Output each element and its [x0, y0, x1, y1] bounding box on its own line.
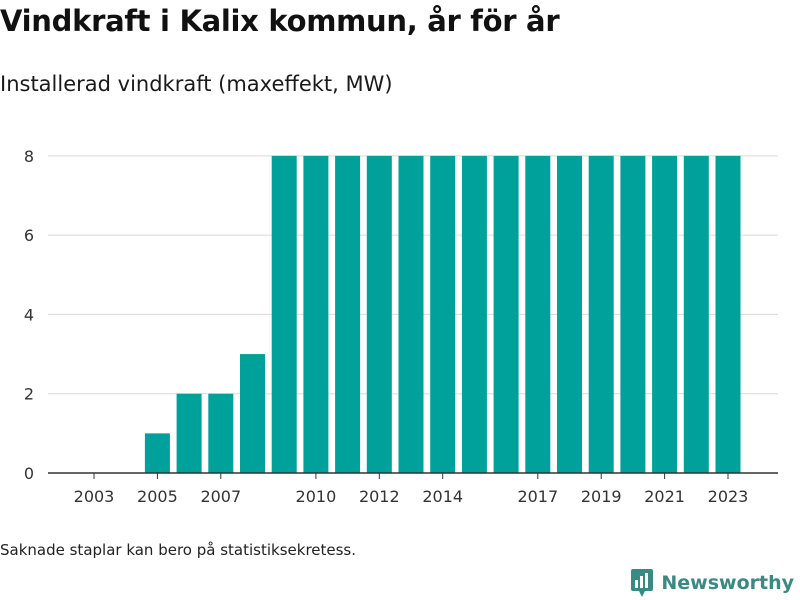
bars: [144, 155, 741, 473]
bar-2008: [240, 354, 265, 473]
bar-2012: [366, 155, 392, 473]
footnote: Saknade staplar kan bero på statistiksek…: [0, 541, 357, 559]
bar-2016: [493, 155, 519, 473]
x-tick-label: 2005: [137, 487, 178, 506]
brand-name: Newsworthy: [661, 572, 794, 594]
x-tick-label: 2021: [644, 487, 685, 506]
x-tick-label: 2023: [708, 487, 749, 506]
x-tick-label: 2010: [296, 487, 337, 506]
x-tick-label: 2003: [74, 487, 115, 506]
chart-subtitle: Installerad vindkraft (maxeffekt, MW): [0, 72, 393, 96]
bar-2022: [683, 155, 709, 473]
bar-2007: [208, 393, 234, 473]
bar-2023: [715, 155, 741, 473]
bar-2009: [271, 155, 297, 473]
brand-logo: Newsworthy: [629, 568, 794, 598]
bar-2011: [335, 155, 361, 473]
y-tick-label: 6: [24, 226, 34, 245]
bar-2018: [557, 155, 582, 473]
x-tick-label: 2014: [422, 487, 463, 506]
x-tick-label: 2017: [517, 487, 558, 506]
bar-2020: [620, 155, 646, 473]
bar-chart: 0 2 4 6 8 2003 2005 2007 2010 2012 2014 2017 2019 202…: [24, 147, 778, 506]
bar-2021: [652, 155, 678, 473]
x-tick-label: 2019: [581, 487, 622, 506]
bar-2010: [303, 155, 329, 473]
bar-2005: [144, 433, 170, 473]
y-tick-label: 2: [24, 385, 34, 404]
x-tick-label: 2007: [200, 487, 241, 506]
x-tick-label: 2012: [359, 487, 400, 506]
y-tick-label: 8: [24, 147, 34, 166]
newsworthy-logo-icon: [631, 569, 654, 597]
chart-title: Vindkraft i Kalix kommun, år för år: [0, 4, 560, 38]
axes: 0 2 4 6 8 2003 2005 2007 2010 2012 2014 2017 2019 202…: [24, 147, 778, 506]
bar-2014: [430, 155, 456, 473]
bar-2006: [176, 393, 202, 473]
bar-2015: [461, 155, 487, 473]
y-tick-label: 4: [24, 305, 34, 324]
bar-2019: [588, 155, 614, 473]
y-tick-label: 0: [24, 464, 34, 483]
bar-2013: [398, 155, 424, 473]
bar-2017: [525, 155, 551, 473]
